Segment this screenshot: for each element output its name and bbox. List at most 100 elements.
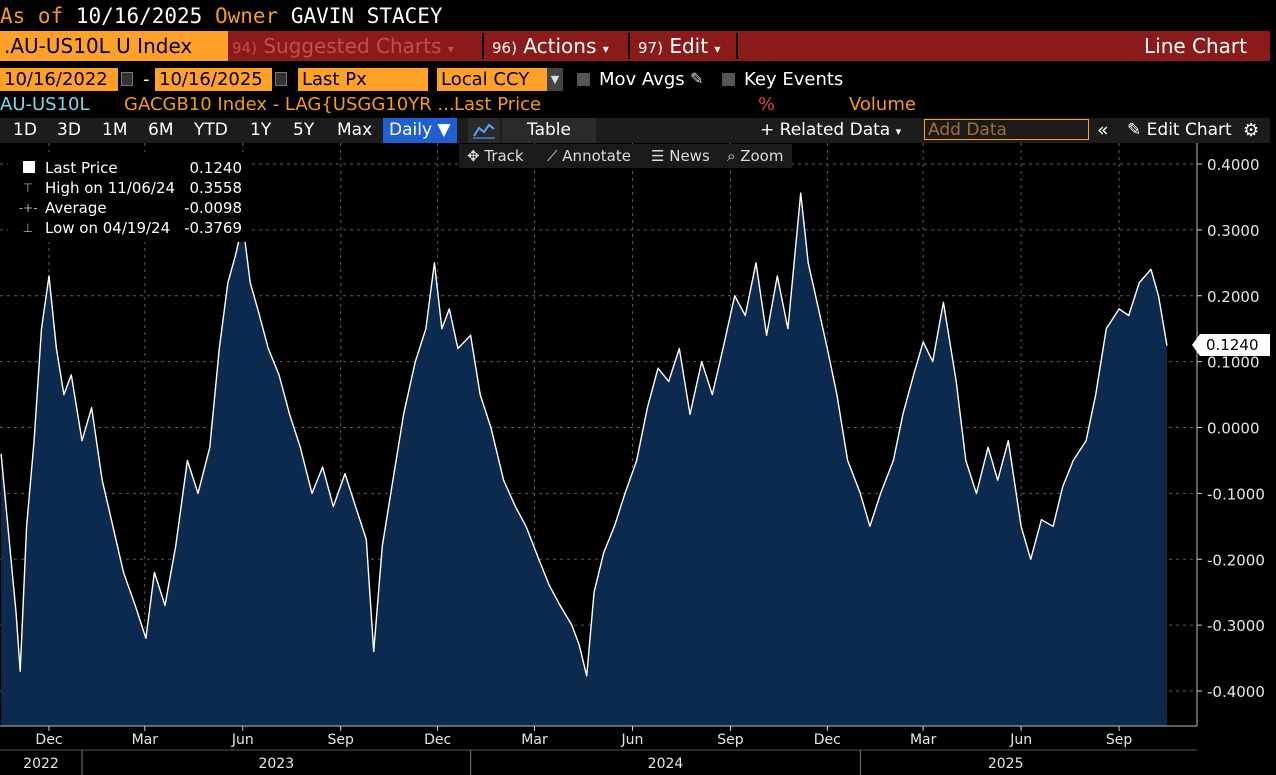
x-tick-label: Sep [717,732,744,748]
legend-volume: Volume [849,94,916,115]
stats-low-row: ⊥ Low on 04/19/24 -0.3769 [8,218,250,238]
x-tick-label: Mar [910,732,937,748]
range-1m[interactable]: 1M [102,120,128,140]
pencil-icon: ⟋ [547,147,558,165]
stats-high-value: 0.3558 [189,179,243,197]
legend-formula: GACGB10 Index - LAG{USGG10YR ... [124,94,455,115]
calendar-icon[interactable] [121,72,133,86]
menu-bar: .AU-US10L U Index 94) Suggested Charts ▾… [0,31,1270,61]
high-marker-icon: ⊤ [15,181,34,195]
crosshair-icon: ✥ [467,147,480,165]
stats-last-value: 0.1240 [189,159,243,177]
stats-last-label: Last Price [45,159,118,177]
edit-menu[interactable]: 97) Edit ▾ [638,34,721,58]
start-date-field[interactable]: 10/16/2022 [0,68,118,91]
as-of-date: 10/16/2025 [75,4,203,28]
key-events-label[interactable]: Key Events [744,69,844,90]
x-tick-label: Jun [1009,732,1032,748]
legend-security: AU-US10L [0,94,90,115]
related-data-button[interactable]: + Related Data ▾ [760,120,902,140]
table-button[interactable]: Table [502,118,596,143]
low-marker-icon: ⊥ [15,221,34,235]
calendar-icon[interactable] [275,72,287,86]
date-dash: - [143,69,150,90]
mov-avgs-label[interactable]: Mov Avgs [599,69,685,90]
range-ytd[interactable]: YTD [194,120,228,140]
chart-type-label: Line Chart [1144,34,1247,58]
legend-field: Last Price [454,94,542,115]
stats-low-label: Low on 04/19/24 [45,219,171,237]
as-of-label: As of [0,4,64,28]
pencil-icon[interactable]: ✎ [690,69,704,88]
stats-average-value: -0.0098 [184,199,242,217]
last-price-tag: 0.1240 [1192,334,1270,356]
range-5y[interactable]: 5Y [293,120,315,140]
settings-row: 10/16/2022 - 10/16/2025 Last Px Local CC… [0,68,1276,92]
mov-avgs-checkbox[interactable] [577,73,590,86]
title-row: As of 10/16/2025 Owner GAVIN STACEY [0,0,1276,32]
year-label: 2023 [258,756,294,772]
pencil-icon: ✎ [1127,120,1142,140]
y-tick-label: 0.0000 [1207,420,1260,438]
news-icon: ☰ [651,147,665,165]
end-date-field[interactable]: 10/16/2025 [155,68,272,91]
stats-average-label: Average [45,199,107,217]
chart-toolbar: 1D 3D 1M 6M YTD 1Y 5Y Max Daily ▼ Table … [0,118,1270,143]
stats-average-row: -+- Average -0.0098 [8,198,250,218]
annotate-button[interactable]: ⟋ Annotate [547,147,631,165]
y-tick-label: 0.4000 [1207,156,1260,174]
x-tick-label: Jun [621,732,644,748]
magnifier-icon: ⌕ [727,147,736,165]
x-tick-label: Sep [328,732,355,748]
stats-high-row: ⊤ High on 11/06/24 0.3558 [8,178,250,198]
news-button[interactable]: ☰ News [651,147,710,165]
menu-separator [482,33,484,59]
year-label: 2025 [988,756,1024,772]
edit-chart-button[interactable]: ✎ Edit Chart [1127,120,1232,140]
x-tick-label: Dec [424,732,451,748]
frequency-dropdown[interactable]: Daily ▼ [383,118,457,143]
y-tick-label: -0.1000 [1207,485,1265,503]
ticker-field[interactable]: .AU-US10L U Index [0,31,228,61]
last-price-swatch-icon [15,161,39,175]
menu-separator [628,33,630,59]
suggested-charts-menu[interactable]: 94) Suggested Charts ▾ [232,34,454,58]
range-1y[interactable]: 1Y [250,120,272,140]
stats-high-label: High on 11/06/24 [45,179,176,197]
x-tick-label: Dec [814,732,841,748]
year-label: 2022 [23,756,59,772]
range-1d[interactable]: 1D [13,120,37,140]
add-data-input[interactable]: Add Data [924,119,1089,140]
average-marker-icon: -+- [15,201,38,215]
field-selector[interactable]: Last Px [298,68,428,91]
gear-icon[interactable]: ⚙ [1243,120,1260,141]
y-tick-label: 0.3000 [1207,222,1260,240]
year-label: 2024 [648,756,684,772]
line-chart-icon[interactable] [468,118,500,143]
owner-label: Owner [214,4,279,28]
y-tick-label: 0.2000 [1207,288,1260,306]
x-tick-label: Sep [1106,732,1133,748]
y-tick-label: 0.1000 [1207,354,1260,372]
x-tick-label: Dec [35,732,62,748]
chevron-down-icon[interactable]: ▼ [547,68,563,91]
owner-name: GAVIN STACEY [290,4,443,28]
range-6m[interactable]: 6M [148,120,174,140]
legend-line: AU-US10L GACGB10 Index - LAG{USGG10YR ..… [0,94,1276,116]
stats-low-value: -0.3769 [184,219,242,237]
x-tick-label: Mar [521,732,548,748]
track-button[interactable]: ✥ Track [467,147,524,165]
range-max[interactable]: Max [337,120,373,140]
zoom-button[interactable]: ⌕ Zoom [727,147,784,165]
series-layer [0,192,1168,727]
actions-menu[interactable]: 96) Actions ▾ [492,34,609,58]
y-tick-label: -0.4000 [1207,683,1265,701]
y-tick-label: -0.2000 [1207,551,1265,569]
stats-legend[interactable]: Last Price 0.1240 ⊤ High on 11/06/24 0.3… [8,152,250,242]
currency-selector[interactable]: Local CCY [437,68,547,91]
x-tick-label: Jun [231,732,254,748]
menu-separator [736,33,738,59]
range-3d[interactable]: 3D [57,120,81,140]
key-events-checkbox[interactable] [722,73,735,86]
collapse-icon[interactable]: « [1097,119,1109,141]
